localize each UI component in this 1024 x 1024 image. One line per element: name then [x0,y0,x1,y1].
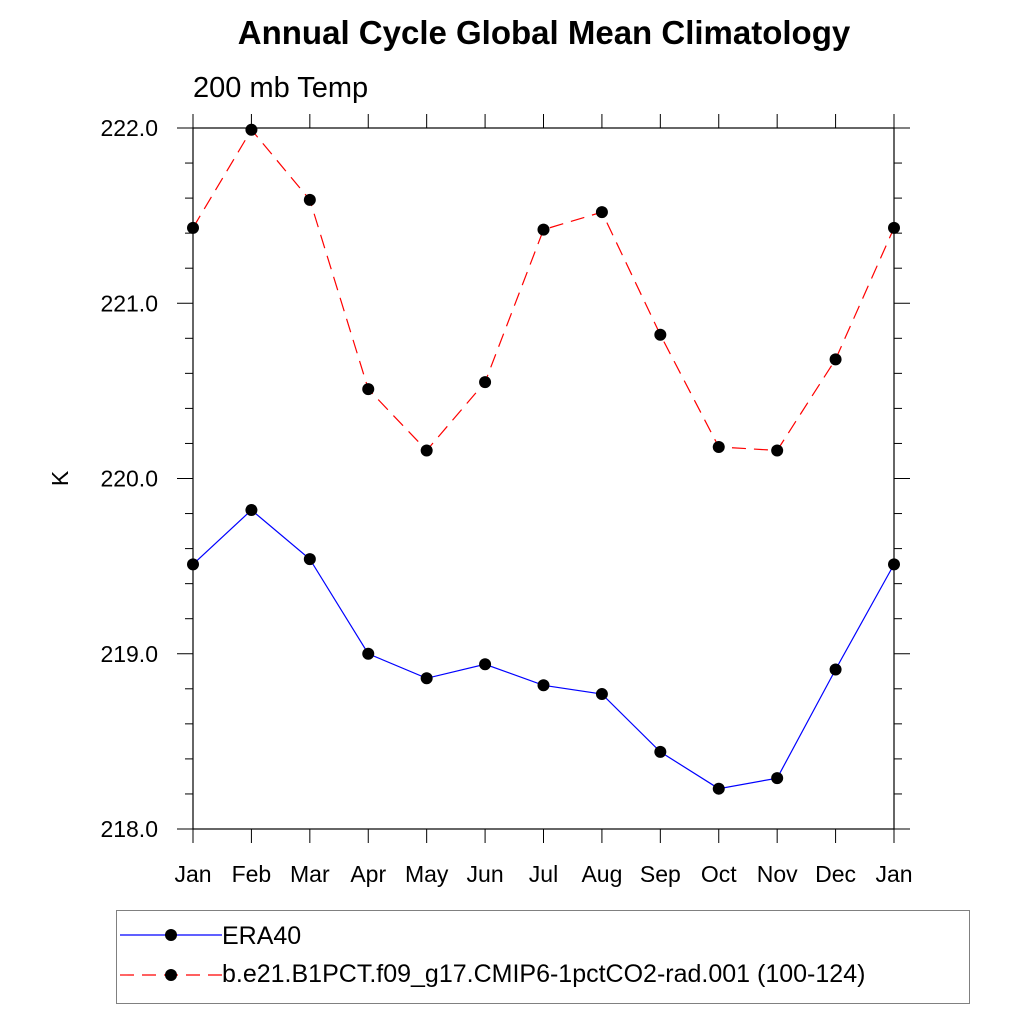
series-1-point [303,193,316,206]
x-tick-label: Nov [757,861,798,887]
series-1-point [362,383,375,396]
series-1-point [888,221,900,234]
legend-swatch-marker-0 [165,929,177,941]
series-0-point [595,688,608,701]
series-0-point [420,672,433,685]
series-1-point [771,444,784,457]
y-tick-label: 220.0 [100,466,158,492]
series-1-point [187,221,199,234]
y-tick-label: 219.0 [100,641,158,667]
series-1-point [595,206,608,219]
series-0-point [303,553,316,566]
series-0-point [771,772,784,785]
x-tick-label: Jun [467,861,504,887]
x-tick-label: May [405,861,449,887]
series-line-0 [192,509,895,790]
x-tick-label: Apr [350,861,386,887]
y-tick-label: 222.0 [100,115,158,141]
series-line-1 [192,128,895,452]
y-axis-label: K [47,470,73,486]
x-tick-label: Jul [529,861,558,887]
series-0-point [829,663,842,676]
x-tick-label: Jan [875,861,912,887]
series-1-point [712,440,725,453]
series-1-point [479,376,492,389]
legend [116,910,970,1004]
x-tick-label: Oct [701,861,737,887]
series-0-point [479,658,492,671]
series-0-point [654,745,667,758]
series-0-point [245,504,258,517]
series-0-point [537,679,550,692]
series-0-point [362,647,375,660]
x-tick-label: Mar [290,861,330,887]
legend-swatch-marker-1 [165,969,177,981]
y-tick-label: 221.0 [100,290,158,316]
series-0-point [712,782,725,795]
series-1-point [537,223,550,236]
series-1-point [245,123,258,136]
legend-label-model: b.e21.B1PCT.f09_g17.CMIP6-1pctCO2-rad.00… [222,960,866,988]
series-1-point [654,328,667,341]
series-0-point [888,558,900,571]
series-1-point [420,444,433,457]
x-tick-label: Feb [232,861,272,887]
x-tick-label: Dec [815,861,856,887]
series-1-point [829,353,842,366]
legend-label-era40: ERA40 [222,922,302,950]
x-tick-label: Sep [640,861,681,887]
x-tick-label: Jan [174,861,211,887]
x-tick-label: Aug [581,861,622,887]
y-tick-label: 218.0 [100,816,158,842]
chart-subtitle: 200 mb Temp [193,72,369,104]
chart-title: Annual Cycle Global Mean Climatology [237,14,851,51]
series-0-point [187,558,199,571]
